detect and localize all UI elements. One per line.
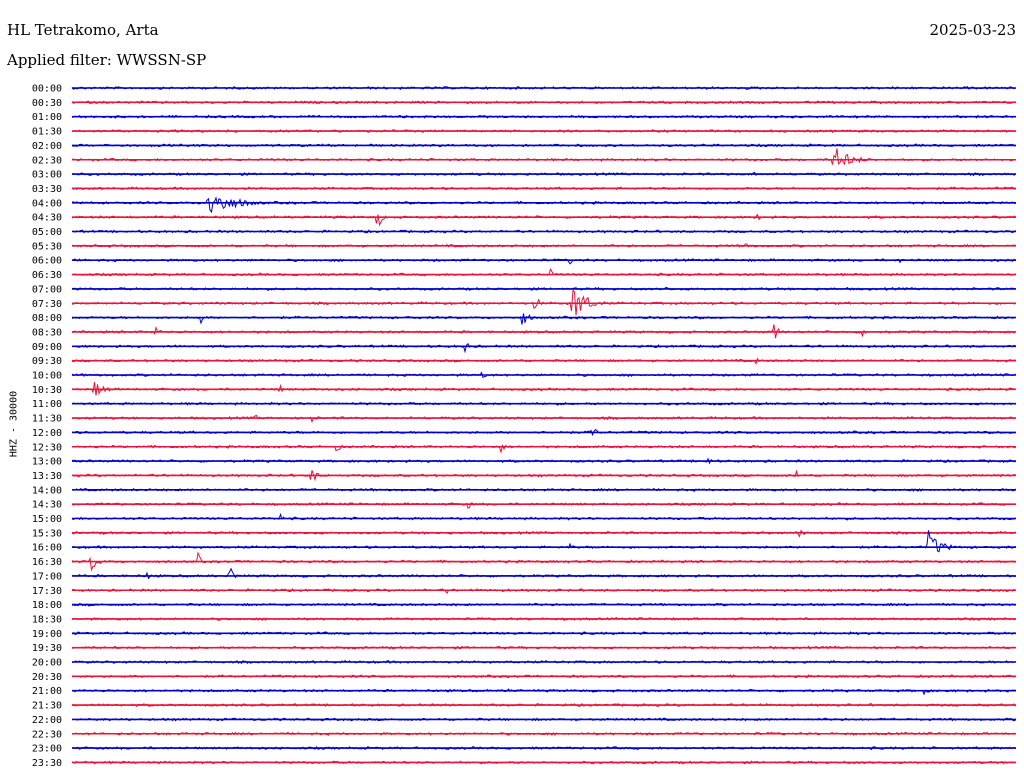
time-tick-label: 09:00 [32,342,62,353]
time-tick-label: 03:00 [32,170,62,181]
time-tick-label: 12:00 [32,428,62,439]
time-tick-label: 00:30 [32,98,62,109]
filter-label: Applied filter: WWSSN-SP [7,51,207,69]
trace-line [71,196,1016,214]
time-tick-label: 11:00 [32,399,62,410]
station-title: HL Tetrakomo, Arta [7,21,159,39]
time-tick-label: 10:30 [32,385,62,396]
record-date: 2025-03-23 [929,21,1016,39]
time-tick-label: 14:00 [32,485,62,496]
time-tick-label: 16:00 [32,543,62,554]
time-tick-label: 08:30 [32,327,62,338]
trace-line [71,148,1016,166]
time-tick-label: 15:30 [32,528,62,539]
time-tick-label: 13:00 [32,457,62,468]
time-tick-label: 07:30 [32,299,62,310]
time-tick-label: 02:30 [32,155,62,166]
time-tick-label: 16:30 [32,557,62,568]
time-tick-label: 04:30 [32,213,62,224]
time-tick-label: 10:00 [32,371,62,382]
time-tick-label: 19:00 [32,629,62,640]
time-tick-label: 05:30 [32,241,62,252]
time-tick-label: 15:00 [32,514,62,525]
time-tick-label: 09:30 [32,356,62,367]
time-tick-label: 14:30 [32,500,62,511]
time-tick-label: 18:30 [32,614,62,625]
trace-line [71,313,1016,325]
time-tick-label: 12:30 [32,442,62,453]
time-tick-label: 08:00 [32,313,62,324]
time-tick-label: 11:30 [32,414,62,425]
time-tick-label: 00:00 [32,84,62,95]
trace-line [71,342,1016,354]
time-tick-label: 21:00 [32,686,62,697]
time-tick-label: 06:00 [32,256,62,267]
trace-line [71,213,1016,227]
time-tick-label: 13:30 [32,471,62,482]
time-tick-label: 07:00 [32,284,62,295]
time-tick-label: 01:00 [32,112,62,123]
time-tick-label: 05:00 [32,227,62,238]
time-tick-label: 17:00 [32,571,62,582]
time-tick-label: 22:00 [32,715,62,726]
time-tick-label: 23:30 [32,758,62,769]
time-tick-label: 20:30 [32,672,62,683]
time-tick-label: 21:30 [32,701,62,712]
time-tick-label: 20:00 [32,658,62,669]
time-tick-label: 02:00 [32,141,62,152]
trace-line [71,567,1016,580]
time-tick-label: 19:30 [32,643,62,654]
time-tick-label: 01:30 [32,127,62,138]
trace-line [71,688,1016,696]
time-tick-label: 17:30 [32,586,62,597]
time-tick-label: 18:00 [32,600,62,611]
time-tick-label: 03:30 [32,184,62,195]
time-tick-label: 23:00 [32,744,62,755]
time-tick-label: 22:30 [32,729,62,740]
time-tick-label: 04:00 [32,198,62,209]
time-tick-label: 06:30 [32,270,62,281]
